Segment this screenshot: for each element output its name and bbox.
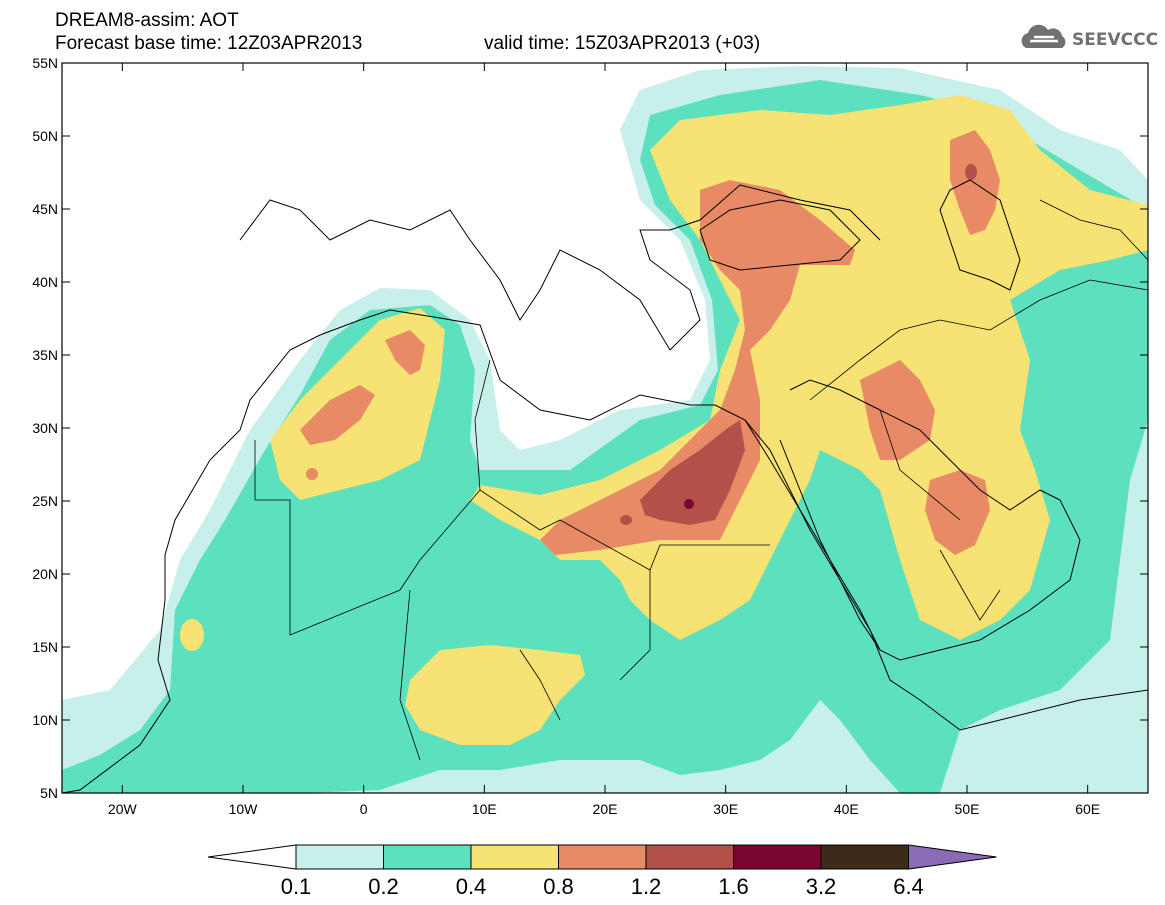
lon-axis-labels: 20W 10W 0 10E 20E 30E 40E 50E 60E <box>108 801 1100 817</box>
colorbar-label: 0.1 <box>281 874 312 899</box>
title-line-1: DREAM8-assim: AOT <box>55 10 239 31</box>
cloud-icon <box>1021 24 1066 48</box>
lon-tick-label: 10W <box>229 801 259 817</box>
lat-axis-labels: 5N 10N 15N 20N 25N 30N 35N 40N 45N 50N 55N <box>32 55 58 801</box>
aot-band-0.4-south <box>405 645 585 745</box>
colorbar-box <box>820 844 909 870</box>
borders-africa <box>254 359 770 761</box>
aot-band-0.8-gulf <box>925 470 990 555</box>
lon-tick-label: 50E <box>955 801 980 817</box>
lon-tick-label: 30E <box>713 801 738 817</box>
lat-tick-label: 50N <box>32 128 58 144</box>
lon-tick-label: 20E <box>593 801 618 817</box>
aot-band-0.4-spot <box>180 619 204 651</box>
colorbar-boxes <box>207 844 997 870</box>
aot-band-1.2-spot <box>620 515 632 525</box>
colorbar-box <box>733 844 822 870</box>
lat-tick-label: 25N <box>32 493 58 509</box>
caspian-coast <box>939 179 1021 291</box>
title-line-2: Forecast base time: 12Z03APR2013 <box>55 33 363 54</box>
colorbar-arrow-high <box>908 844 997 870</box>
colorbar-label: 6.4 <box>893 874 924 899</box>
lon-tick-label: 40E <box>834 801 859 817</box>
lon-tick-label: 60E <box>1075 801 1100 817</box>
aot-band-0.8-atlas <box>300 385 375 445</box>
colorbar-box <box>645 844 734 870</box>
colorbar-box <box>295 844 384 870</box>
valid-time: valid time: 15Z03APR2013 (+03) <box>484 33 761 54</box>
colorbar-box <box>470 844 559 870</box>
coastlines <box>62 179 1148 793</box>
lat-tick-label: 55N <box>32 55 58 71</box>
aot-band-1.6-max <box>684 499 694 509</box>
lat-tick-label: 5N <box>40 785 58 801</box>
axis-ticks <box>62 62 1148 794</box>
colorbar-arrow-low <box>207 844 297 870</box>
aot-band-0.8-spot2 <box>306 468 318 480</box>
aot-band-0.8-iraq <box>860 360 935 460</box>
aot-band-1.2-caspian <box>965 164 977 180</box>
africa-coast <box>62 309 1148 793</box>
lat-tick-label: 15N <box>32 639 58 655</box>
blacksea-coast <box>699 199 861 271</box>
aot-band-0.8-caspian <box>950 130 1000 235</box>
redsea-coast <box>744 419 881 651</box>
lon-tick-label: 0 <box>360 801 368 817</box>
lat-tick-label: 20N <box>32 566 58 582</box>
logo-text: SEEVCCC <box>1072 30 1159 50</box>
lat-tick-label: 10N <box>32 712 58 728</box>
colorbar-label: 0.2 <box>368 874 399 899</box>
lat-tick-label: 30N <box>32 420 58 436</box>
colorbar-labels: 0.1 0.2 0.4 0.8 1.2 1.6 3.2 6.4 <box>281 874 924 899</box>
aot-band-0.8-algeria <box>385 330 425 375</box>
arabia-coast <box>779 379 1081 661</box>
lat-tick-label: 35N <box>32 347 58 363</box>
lon-tick-label: 20W <box>108 801 138 817</box>
colorbar-label: 1.2 <box>631 874 662 899</box>
aot-band-1.2-egypt <box>640 420 745 525</box>
colorbar-label: 0.8 <box>543 874 574 899</box>
colorbar-label: 0.4 <box>456 874 487 899</box>
colorbar-box <box>558 844 647 870</box>
seevccc-logo: SEEVCCC <box>1018 22 1158 58</box>
lon-tick-label: 10E <box>472 801 497 817</box>
colorbar-box <box>383 844 472 870</box>
aot-field <box>62 66 1148 793</box>
borders-asia <box>809 199 1148 621</box>
lat-tick-label: 45N <box>32 201 58 217</box>
lat-tick-label: 40N <box>32 274 58 290</box>
aot-band-0.8-turkey <box>540 180 855 555</box>
colorbar-label: 1.6 <box>718 874 749 899</box>
europe-coast <box>239 184 881 351</box>
colorbar-label: 3.2 <box>806 874 837 899</box>
